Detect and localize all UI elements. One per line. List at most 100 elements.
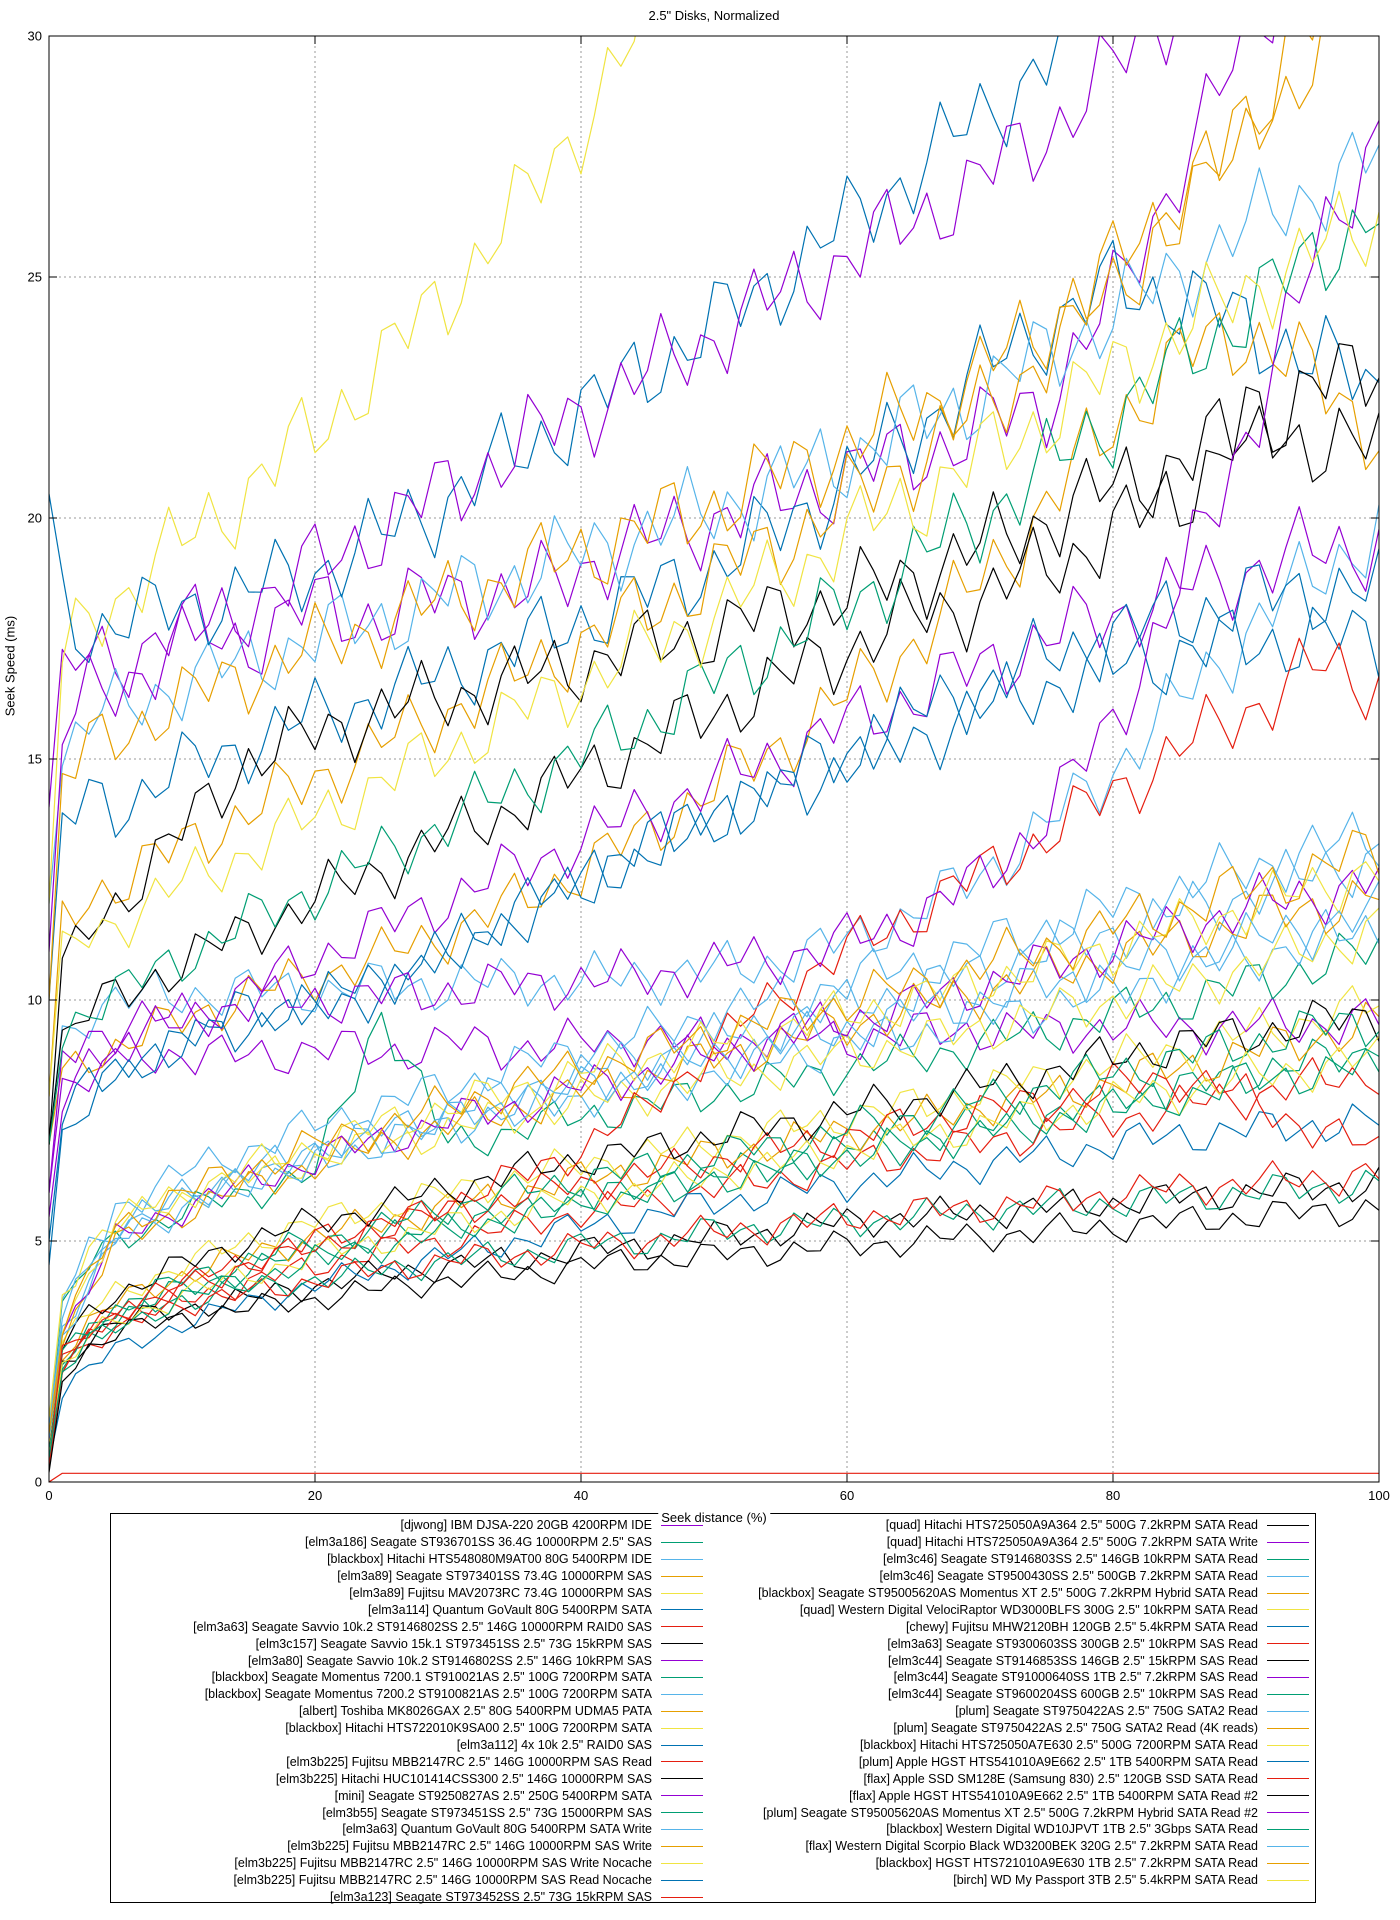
legend-line-sample — [661, 1896, 703, 1898]
legend-label: [mini] Seagate ST9250827AS 2.5" 250G 540… — [334, 1788, 652, 1803]
legend-item: [plum] Apple HGST HTS541010A9E662 2.5" 1… — [705, 1753, 1309, 1770]
legend-item: [quad] Western Digital VelociRaptor WD30… — [705, 1601, 1309, 1618]
legend-item: [elm3a89] Seagate ST973401SS 73.4G 10000… — [115, 1568, 703, 1585]
series-line — [49, 190, 1379, 1097]
legend-label: [birch] WD My Passport 3TB 2.5" 5.4kRPM … — [953, 1873, 1258, 1888]
series-line — [49, 985, 1379, 1449]
series-line — [49, 843, 1379, 1434]
legend-item: [elm3b225] Fujitsu MBB2147RC 2.5" 146G 1… — [115, 1872, 703, 1889]
legend-label: [albert] Toshiba MK8026GAX 2.5" 80G 5400… — [299, 1704, 652, 1719]
legend-item: [elm3a63] Seagate ST9300603SS 300GB 2.5"… — [705, 1635, 1309, 1652]
legend-label: [elm3a89] Seagate ST973401SS 73.4G 10000… — [337, 1569, 652, 1584]
legend-item: [blackbox] Western Digital WD10JPVT 1TB … — [705, 1821, 1309, 1838]
legend-line-sample — [1267, 1795, 1309, 1797]
legend-label: [flax] Apple SSD SM128E (Samsung 830) 2.… — [863, 1771, 1258, 1786]
legend-line-sample — [1267, 1524, 1309, 1526]
legend-item: [plum] Seagate ST9750422AS 2.5" 750G SAT… — [705, 1720, 1309, 1737]
legend-line-sample — [1267, 1609, 1309, 1611]
legend-item: [plum] Seagate ST95005620AS Momentus XT … — [705, 1804, 1309, 1821]
legend-item: [blackbox] Seagate ST95005620AS Momentus… — [705, 1585, 1309, 1602]
legend-line-sample — [1267, 1862, 1309, 1864]
legend-line-sample — [1267, 1828, 1309, 1830]
series-line — [49, 1160, 1379, 1468]
legend-item: [elm3c44] Seagate ST9600204SS 600GB 2.5"… — [705, 1686, 1309, 1703]
legend-line-sample — [661, 1676, 703, 1678]
series-line — [49, 1038, 1379, 1458]
legend-item: [elm3a186] Seagate ST936701SS 36.4G 1000… — [115, 1534, 703, 1551]
legend-line-sample — [1267, 1812, 1309, 1814]
legend-label: [flax] Apple HGST HTS541010A9E662 2.5" 1… — [849, 1788, 1258, 1803]
legend-line-sample — [661, 1727, 703, 1729]
y-axis-label: Seek Speed (ms) — [2, 615, 18, 717]
legend-label: [elm3a80] Seagate Savvio 10k.2 ST9146802… — [248, 1653, 652, 1668]
series-lines — [49, 36, 1379, 1482]
legend-line-sample — [1267, 1693, 1309, 1695]
series-line — [49, 386, 1379, 1145]
series-line — [49, 907, 1379, 1420]
legend-line-sample — [661, 1524, 703, 1526]
legend-line-sample — [661, 1541, 703, 1543]
axes — [48, 35, 1380, 1483]
legend-label: [blackbox] Hitachi HTS722010K9SA00 2.5" … — [285, 1721, 652, 1736]
series-line — [49, 908, 1379, 1425]
x-tick-label: 100 — [1368, 1488, 1390, 1503]
legend-label: [plum] Seagate ST9750422AS 2.5" 750G SAT… — [955, 1704, 1258, 1719]
legend-label: [elm3a63] Seagate Savvio 10k.2 ST9146802… — [193, 1619, 652, 1634]
legend-label: [blackbox] Western Digital WD10JPVT 1TB … — [886, 1822, 1258, 1837]
legend-column-left: [djwong] IBM DJSA-220 20GB 4200RPM IDE [e… — [115, 1517, 703, 1905]
legend-label: [quad] Western Digital VelociRaptor WD30… — [799, 1602, 1258, 1617]
legend-item: [mini] Seagate ST9250827AS 2.5" 250G 540… — [115, 1787, 703, 1804]
legend-label: [elm3a89] Fujitsu MAV2073RC 73.4G 10000R… — [349, 1586, 652, 1600]
legend-line-sample — [1267, 1660, 1309, 1662]
legend-item: [plum] Seagate ST9750422AS 2.5" 750G SAT… — [705, 1703, 1309, 1720]
legend-label: [elm3c46] Seagate ST9146803SS 2.5" 146GB… — [882, 1552, 1258, 1567]
x-tick-label: 20 — [307, 1488, 323, 1503]
legend-label: [elm3b225] Fujitsu MBB2147RC 2.5" 146G 1… — [234, 1856, 652, 1871]
legend-item: [flax] Western Digital Scorpio Black WD3… — [705, 1838, 1309, 1855]
legend-item: [elm3a114] Quantum GoVault 80G 5400RPM S… — [115, 1601, 703, 1618]
series-line — [49, 867, 1379, 1439]
series-line — [49, 637, 1379, 1463]
legend-item: [blackbox] HGST HTS721010A9E630 1TB 2.5"… — [705, 1855, 1309, 1872]
legend-label: [elm3b225] Fujitsu MBB2147RC 2.5" 146G 1… — [287, 1839, 652, 1854]
series-line — [49, 1057, 1379, 1463]
legend-line-sample — [1267, 1845, 1309, 1847]
legend-label: [quad] Hitachi HTS725050A9A364 2.5" 500G… — [886, 1535, 1258, 1550]
legend-line-sample — [661, 1643, 703, 1645]
y-tick-label: 10 — [27, 992, 42, 1008]
legend-label: [elm3a63] Seagate ST9300603SS 300GB 2.5"… — [887, 1636, 1258, 1651]
legend-item: [elm3b225] Fujitsu MBB2147RC 2.5" 146G 1… — [115, 1855, 703, 1872]
legend-label: [elm3b225] Fujitsu MBB2147RC 2.5" 146G 1… — [286, 1754, 652, 1769]
series-line — [49, 36, 1315, 1097]
x-tick-label: 0 — [45, 1488, 53, 1503]
series-line — [49, 811, 1379, 1430]
legend-label: [elm3a123] Seagate ST973452SS 2.5" 73G 1… — [330, 1890, 652, 1905]
legend-label: [plum] Apple HGST HTS541010A9E662 2.5" 1… — [858, 1754, 1258, 1769]
series-line — [49, 36, 636, 904]
legend-line-sample — [661, 1812, 703, 1814]
series-line — [49, 829, 1379, 1434]
legend-item: [quad] Hitachi HTS725050A9A364 2.5" 500G… — [705, 1534, 1309, 1551]
legend-label: [blackbox] Hitachi HTS725050A7E630 2.5" … — [860, 1738, 1258, 1753]
legend-item: [chewy] Fujitsu MHW2120BH 120GB 2.5" 5.4… — [705, 1618, 1309, 1635]
legend-item: [birch] WD My Passport 3TB 2.5" 5.4kRPM … — [705, 1872, 1309, 1889]
legend-line-sample — [661, 1710, 703, 1712]
series-line — [49, 506, 1379, 1193]
legend-label: [elm3a186] Seagate ST936701SS 36.4G 1000… — [304, 1535, 652, 1550]
legend-label: [elm3c157] Seagate Savvio 15k.1 ST973451… — [255, 1636, 652, 1651]
legend-label: [djwong] IBM DJSA-220 20GB 4200RPM IDE — [400, 1518, 652, 1533]
legend-line-sample — [1267, 1626, 1309, 1628]
legend-label: [quad] Hitachi HTS725050A9A364 2.5" 500G… — [885, 1518, 1258, 1533]
legend-item: [elm3b55] Seagate ST973451SS 2.5" 73G 15… — [115, 1804, 703, 1821]
legend-line-sample — [1267, 1744, 1309, 1746]
legend-item: [elm3a63] Seagate Savvio 10k.2 ST9146802… — [115, 1618, 703, 1635]
series-line — [49, 932, 1379, 1434]
legend-item: [elm3c46] Seagate ST9146803SS 2.5" 146GB… — [705, 1551, 1309, 1568]
series-line — [49, 36, 1275, 808]
x-tick-label: 60 — [839, 1488, 855, 1503]
legend-item: [flax] Apple SSD SM128E (Samsung 830) 2.… — [705, 1770, 1309, 1787]
legend-line-sample — [661, 1879, 703, 1881]
series-line — [49, 1103, 1379, 1463]
legend-item: [elm3c46] Seagate ST9500430SS 2.5" 500GB… — [705, 1568, 1309, 1585]
legend-label: [blackbox] Seagate Momentus 7200.1 ST910… — [211, 1670, 652, 1685]
